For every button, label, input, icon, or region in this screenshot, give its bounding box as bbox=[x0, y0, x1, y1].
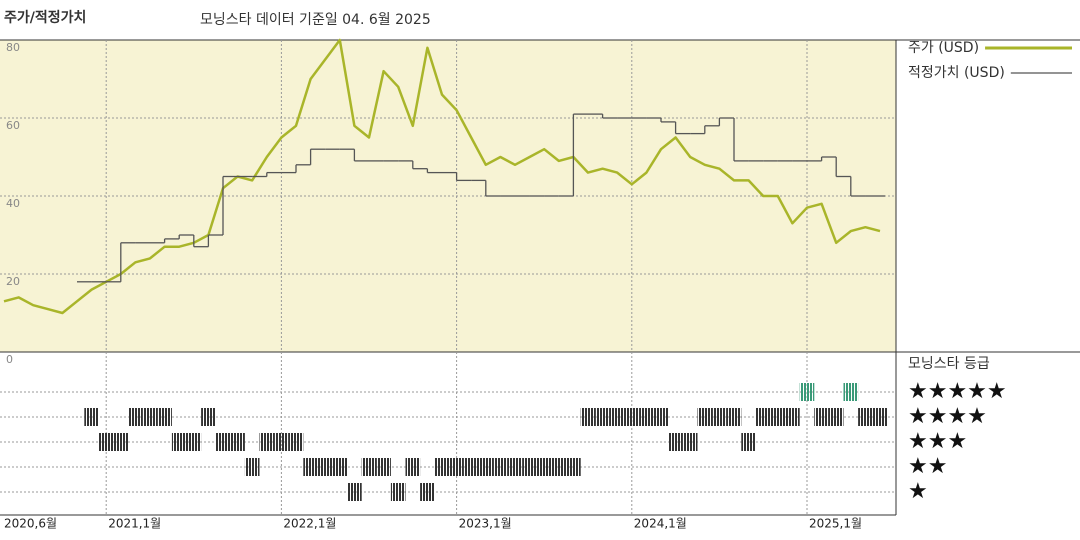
rating-label: ★★★★★ bbox=[908, 379, 1007, 404]
rating-bar bbox=[201, 408, 216, 426]
rating-bar bbox=[449, 458, 464, 476]
rating-bar bbox=[171, 433, 187, 451]
rating-bar bbox=[682, 433, 698, 451]
rating-bar bbox=[507, 458, 523, 476]
rating-bar bbox=[405, 458, 421, 476]
rating-bar bbox=[595, 408, 610, 426]
rating-bar bbox=[858, 408, 873, 426]
y-tick-label: 20 bbox=[6, 275, 20, 288]
rating-bar bbox=[113, 433, 129, 451]
legend-label: 주가 (USD) bbox=[908, 40, 979, 56]
rating-bar bbox=[741, 433, 756, 451]
rating-label: ★★★★ bbox=[908, 404, 987, 429]
rating-bar bbox=[434, 458, 450, 476]
legend-label: 적정가치 (USD) bbox=[908, 65, 1005, 81]
x-tick-label: 2023,1월 bbox=[459, 517, 512, 531]
rating-bar bbox=[157, 408, 172, 426]
rating-title: 모닝스타 등급 bbox=[908, 356, 990, 372]
rating-bar bbox=[536, 458, 552, 476]
rating-bar bbox=[770, 408, 786, 426]
rating-bar bbox=[478, 458, 494, 476]
rating-bar bbox=[259, 433, 275, 451]
rating-bar bbox=[785, 408, 800, 426]
rating-bar bbox=[230, 433, 245, 451]
x-tick-label: 2022,1월 bbox=[283, 517, 336, 531]
rating-bar bbox=[347, 483, 362, 501]
rating-bar bbox=[828, 408, 844, 426]
rating-label: ★★★ bbox=[908, 429, 967, 454]
rating-bar bbox=[522, 458, 537, 476]
rating-bar bbox=[799, 383, 815, 401]
rating-bar bbox=[814, 408, 829, 426]
rating-bar bbox=[624, 408, 640, 426]
rating-bar bbox=[463, 458, 479, 476]
y-tick-label: 60 bbox=[6, 119, 20, 132]
x-tick-label: 2020,6월 bbox=[4, 517, 57, 531]
rating-bar bbox=[493, 458, 508, 476]
price-line bbox=[3, 38, 881, 315]
x-tick-label: 2025,1월 bbox=[809, 517, 862, 531]
x-tick-label: 2024,1월 bbox=[634, 517, 687, 531]
rating-bar bbox=[390, 483, 406, 501]
rating-bar bbox=[639, 408, 654, 426]
rating-bar bbox=[303, 458, 318, 476]
rating-bar bbox=[317, 458, 333, 476]
rating-bar bbox=[755, 408, 771, 426]
rating-bar bbox=[697, 408, 713, 426]
rating-bar bbox=[288, 433, 304, 451]
rating-bar bbox=[376, 458, 391, 476]
rating-label: ★ bbox=[908, 479, 928, 504]
rating-bar bbox=[186, 433, 202, 451]
rating-bar bbox=[244, 458, 260, 476]
y-tick-label: 0 bbox=[6, 353, 13, 366]
rating-bar bbox=[668, 433, 683, 451]
rating-bar bbox=[653, 408, 669, 426]
rating-bar bbox=[872, 408, 888, 426]
rating-bar bbox=[712, 408, 727, 426]
rating-bar bbox=[609, 408, 625, 426]
x-tick-label: 2021,1월 bbox=[108, 517, 161, 531]
rating-bar bbox=[726, 408, 742, 426]
rating-bar bbox=[361, 458, 377, 476]
rating-label: ★★ bbox=[908, 454, 947, 479]
chart-title: 주가/적정가치 bbox=[4, 9, 86, 26]
rating-bar bbox=[142, 408, 158, 426]
rating-bar bbox=[215, 433, 231, 451]
rating-bar bbox=[84, 408, 99, 426]
y-tick-label: 40 bbox=[6, 197, 20, 210]
rating-bar bbox=[566, 458, 581, 476]
rating-bar bbox=[274, 433, 289, 451]
chart-subtitle: 모닝스타 데이터 기준일 04. 6월 2025 bbox=[200, 12, 431, 28]
y-tick-label: 80 bbox=[6, 41, 20, 54]
rating-bar bbox=[332, 458, 348, 476]
rating-bar bbox=[843, 383, 859, 401]
rating-bar bbox=[580, 408, 596, 426]
rating-bar bbox=[128, 408, 143, 426]
rating-bar bbox=[420, 483, 435, 501]
rating-bar bbox=[551, 458, 567, 476]
rating-bar bbox=[98, 433, 114, 451]
